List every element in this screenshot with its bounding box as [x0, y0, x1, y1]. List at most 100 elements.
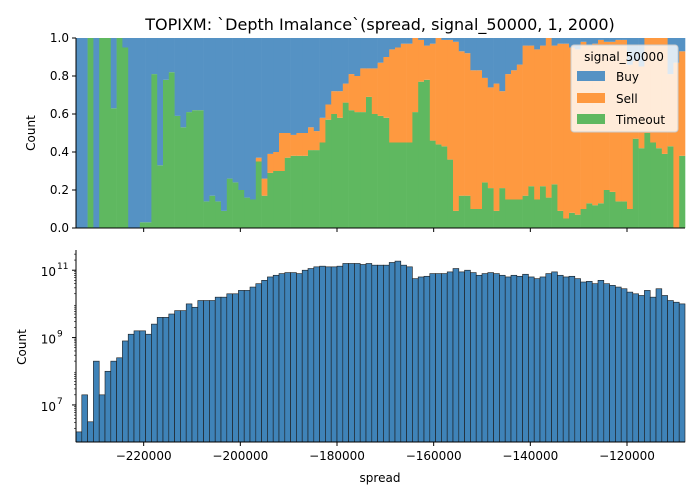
- stacked-bar-segment-timeout: [116, 38, 123, 228]
- histogram-bar: [574, 278, 581, 443]
- stacked-bar-segment-timeout: [360, 112, 367, 228]
- histogram-bar: [261, 280, 268, 443]
- stacked-bar-segment-buy: [273, 38, 280, 152]
- stacked-bar-segment-timeout: [197, 110, 204, 228]
- stacked-bar-segment-timeout: [522, 195, 529, 228]
- histogram-bar: [168, 313, 175, 443]
- stacked-bar-segment-timeout: [511, 199, 518, 228]
- histogram-bar: [446, 271, 454, 443]
- stacked-bar-segment-buy: [348, 38, 355, 75]
- bottom-y-tick-label: 10: [41, 265, 56, 279]
- stacked-bar-segment-timeout: [435, 144, 442, 228]
- stacked-bar-segment-buy: [603, 38, 610, 42]
- stacked-bar-segment-timeout: [406, 142, 413, 228]
- histogram-bar: [267, 276, 274, 443]
- histogram-bar: [272, 274, 280, 443]
- histogram-bar: [383, 264, 390, 443]
- top-y-tick-label: 0.0: [50, 221, 69, 235]
- stacked-bar-segment-timeout: [580, 209, 587, 228]
- stacked-bar-segment-sell: [284, 133, 291, 158]
- stacked-bar-segment-timeout: [267, 172, 274, 228]
- stacked-bar-segment-buy: [145, 38, 152, 223]
- stacked-bar-segment-buy: [609, 38, 616, 42]
- stacked-bar-segment-buy: [308, 38, 315, 128]
- histogram-bar: [661, 295, 668, 443]
- stacked-bar-segment-buy: [615, 38, 622, 40]
- stacked-bar-segment-timeout: [389, 142, 396, 228]
- stacked-bar-segment-timeout: [180, 127, 187, 228]
- stacked-bar-segment-buy: [250, 38, 257, 200]
- stacked-bar-segment-buy: [128, 38, 135, 228]
- stacked-bar-segment-timeout: [284, 157, 291, 228]
- histogram-bar: [354, 263, 361, 443]
- stacked-bar-segment-buy: [371, 38, 378, 69]
- top-chart-panel: TOPIXM: `Depth Imalance`(spread, signal_…: [24, 15, 686, 235]
- stacked-bar-segment-timeout: [383, 117, 390, 228]
- histogram-bar: [319, 265, 326, 443]
- stacked-bar-segment-buy: [580, 38, 587, 42]
- stacked-bar-segment-timeout: [395, 142, 402, 228]
- stacked-bar-segment-timeout: [221, 210, 228, 228]
- top-y-tick-label: 1.0: [50, 31, 69, 45]
- histogram-bar: [133, 330, 141, 443]
- stacked-bar-segment-timeout: [331, 114, 338, 228]
- stacked-bar-segment-buy: [395, 38, 402, 48]
- stacked-bar-segment-timeout: [192, 110, 199, 228]
- stacked-bar-segment-timeout: [534, 199, 541, 228]
- bottom-x-axis-label: spread: [360, 471, 401, 485]
- histogram-bar: [487, 272, 494, 443]
- histogram-bar: [307, 268, 315, 443]
- stacked-bar-segment-timeout: [447, 159, 454, 228]
- stacked-bar-segment-timeout: [400, 142, 407, 228]
- stacked-bar-segment-timeout: [319, 142, 326, 228]
- stacked-bar-segment-timeout: [453, 210, 460, 228]
- stacked-bar-segment-sell: [255, 157, 262, 162]
- histogram-bar: [562, 276, 570, 443]
- stacked-bar-segment-buy: [331, 38, 338, 92]
- histogram-bar: [209, 300, 216, 443]
- histogram-bar: [330, 266, 338, 443]
- histogram-bar: [290, 272, 297, 443]
- histogram-bar: [145, 333, 152, 443]
- histogram-bar: [649, 296, 657, 443]
- stacked-bar-segment-timeout: [168, 72, 175, 228]
- stacked-bar-segment-timeout: [186, 112, 193, 228]
- stacked-bar-segment-buy: [325, 38, 332, 105]
- stacked-bar-segment-sell: [267, 153, 274, 173]
- stacked-bar-segment-timeout: [650, 142, 657, 228]
- stacked-bar-segment-buy: [93, 38, 100, 228]
- stacked-bar-segment-sell: [279, 133, 286, 171]
- stacked-bar-segment-sell: [348, 74, 355, 111]
- stacked-bar-segment-sell: [383, 57, 390, 118]
- legend-entry-sell: Sell: [616, 92, 638, 106]
- histogram-bar: [87, 421, 94, 443]
- stacked-bar-segment-sell: [313, 131, 320, 151]
- histogram-bar: [620, 288, 628, 443]
- stacked-bar-segment-sell: [371, 68, 378, 114]
- stacked-bar-segment-buy: [168, 38, 175, 73]
- stacked-bar-segment-buy: [319, 38, 326, 118]
- stacked-bar-segment-sell: [412, 38, 419, 113]
- stacked-bar-segment-sell: [325, 104, 332, 120]
- histogram-bar: [162, 317, 170, 443]
- stacked-bar-segment-timeout: [528, 186, 535, 228]
- stacked-bar-segment-sell: [331, 91, 338, 114]
- stacked-bar-segment-timeout: [226, 178, 233, 228]
- histogram-bar: [301, 269, 309, 443]
- stacked-bar-segment-timeout: [482, 182, 489, 228]
- stacked-bar-segment-sell: [551, 45, 558, 185]
- stacked-bar-segment-timeout: [603, 190, 610, 228]
- stacked-bar-segment-buy: [418, 38, 425, 40]
- histogram-bar: [510, 274, 518, 443]
- stacked-bar-segment-buy: [592, 38, 599, 44]
- stacked-bar-segment-buy: [528, 38, 535, 46]
- histogram-bar: [296, 273, 303, 443]
- histogram-bar: [551, 271, 558, 443]
- histogram-bar: [429, 273, 436, 443]
- top-y-tick-label: 0.8: [50, 69, 69, 83]
- stacked-bar-segment-buy: [377, 38, 384, 63]
- histogram-bar: [638, 295, 645, 443]
- bottom-chart-panel: −220000 −200000 −180000 −160000 −140000 −1200…: [15, 250, 686, 485]
- stacked-bar-segment-sell: [534, 49, 541, 200]
- histogram-bar: [104, 370, 112, 443]
